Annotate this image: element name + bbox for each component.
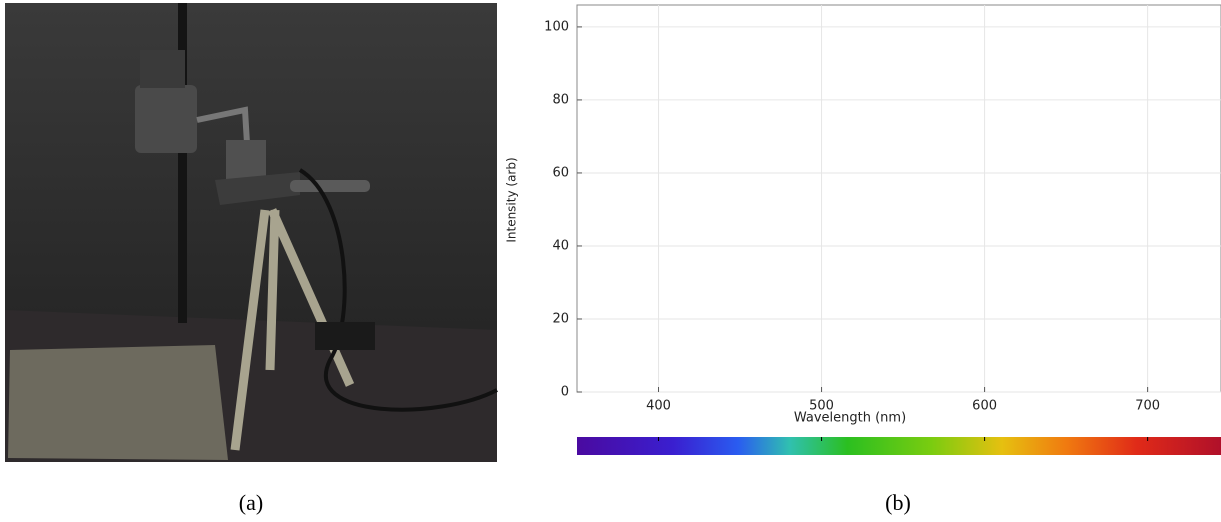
y-tick-label: 100 xyxy=(544,19,569,34)
y-tick-label: 0 xyxy=(561,385,569,400)
x-tick-label: 400 xyxy=(646,399,671,414)
figure: (a) (b) Wavelength (nm) Intensity (arb) … xyxy=(0,0,1221,522)
x-tick-label: 500 xyxy=(809,399,834,414)
x-tick-label: 700 xyxy=(1135,399,1160,414)
caption-b: (b) xyxy=(885,490,911,515)
figure-canvas: (a) (b) Wavelength (nm) Intensity (arb) … xyxy=(0,0,1221,522)
y-tick-label: 60 xyxy=(552,165,569,180)
x-tick-label: 600 xyxy=(972,399,997,414)
y-tick-label: 40 xyxy=(552,238,569,253)
y-tick-label: 80 xyxy=(552,92,569,107)
plot-frame xyxy=(577,5,1221,392)
y-tick-label: 20 xyxy=(552,311,569,326)
y-axis-label: Intensity (arb) xyxy=(505,157,519,242)
photo xyxy=(5,3,497,462)
caption-a: (a) xyxy=(239,490,263,515)
colorbar xyxy=(577,437,1221,455)
